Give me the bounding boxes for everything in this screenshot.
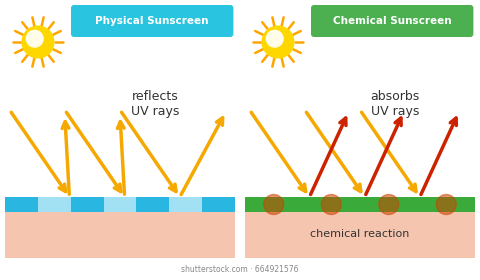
Circle shape [436, 195, 456, 214]
Bar [169, 197, 202, 212]
Bar [245, 197, 475, 212]
Bar [245, 210, 475, 258]
Text: Chemical Sunscreen: Chemical Sunscreen [333, 16, 452, 26]
Bar [38, 197, 71, 212]
Bar [104, 197, 136, 212]
Bar [5, 197, 235, 212]
Bar [5, 210, 235, 258]
Text: absorbs
UV rays: absorbs UV rays [371, 90, 420, 118]
Circle shape [22, 26, 54, 58]
Text: reflects
UV rays: reflects UV rays [131, 90, 179, 118]
Text: chemical reaction: chemical reaction [310, 229, 410, 239]
Circle shape [321, 195, 341, 214]
FancyBboxPatch shape [311, 5, 473, 37]
Text: Physical Sunscreen: Physical Sunscreen [96, 16, 209, 26]
Circle shape [264, 195, 284, 214]
Circle shape [262, 26, 294, 58]
Circle shape [26, 30, 43, 47]
FancyBboxPatch shape [71, 5, 233, 37]
Circle shape [379, 195, 399, 214]
Circle shape [266, 30, 283, 47]
Text: shutterstock.com · 664921576: shutterstock.com · 664921576 [181, 265, 299, 274]
